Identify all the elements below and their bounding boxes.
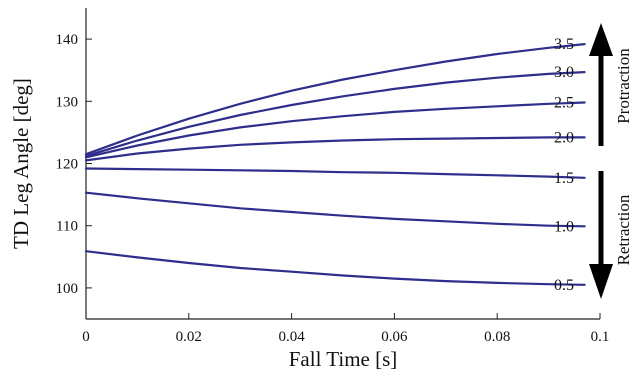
y-tick-label: 110 [56,219,78,235]
annotations: Protraction Retraction [589,23,633,299]
series-label-1-5: 1.5 [554,170,574,187]
x-tick-label: 0.1 [591,329,610,345]
x-axis-label: Fall Time [s] [289,347,398,371]
x-tick-label: 0.04 [278,329,305,345]
x-tick-label: 0.02 [176,329,202,345]
y-tick-label: 100 [56,281,79,297]
series-label-3-5: 3.5 [554,36,574,53]
series-line-3-0 [84,71,586,158]
y-tick-label: 130 [56,94,79,110]
series-label-2-0: 2.0 [554,129,574,146]
series-lines [84,43,586,286]
series-line-0-5 [84,250,586,286]
series-line-1-5 [84,167,586,179]
series-line-3-5 [84,43,586,156]
series-line-2-0 [84,136,586,162]
series-label-3-0: 3.0 [554,64,574,81]
x-tick-label: 0.06 [381,329,408,345]
series-label-1-0: 1.0 [554,218,574,235]
protraction-label: Protraction [614,48,633,124]
y-tick-label: 140 [56,32,79,48]
x-tick-label: 0 [82,329,90,345]
series-label-0-5: 0.5 [554,277,574,294]
series-labels: 3.5 3.0 2.5 2.0 1.5 1.0 0.5 [554,36,574,294]
y-tick-label: 120 [56,157,79,173]
series-line-1-0 [84,191,586,228]
retraction-arrow-head [589,264,613,299]
series-line-2-5 [84,101,586,159]
series-label-2-5: 2.5 [554,95,574,112]
y-axis-label: TD Leg Angle [deg] [9,78,33,249]
x-tick-label: 0.08 [484,329,510,345]
axes: 100 110 120 130 140 0 0.02 0.04 0.06 0.08 0.1 [56,8,610,345]
protraction-arrow-head [589,23,613,56]
retraction-label: Retraction [614,194,633,265]
